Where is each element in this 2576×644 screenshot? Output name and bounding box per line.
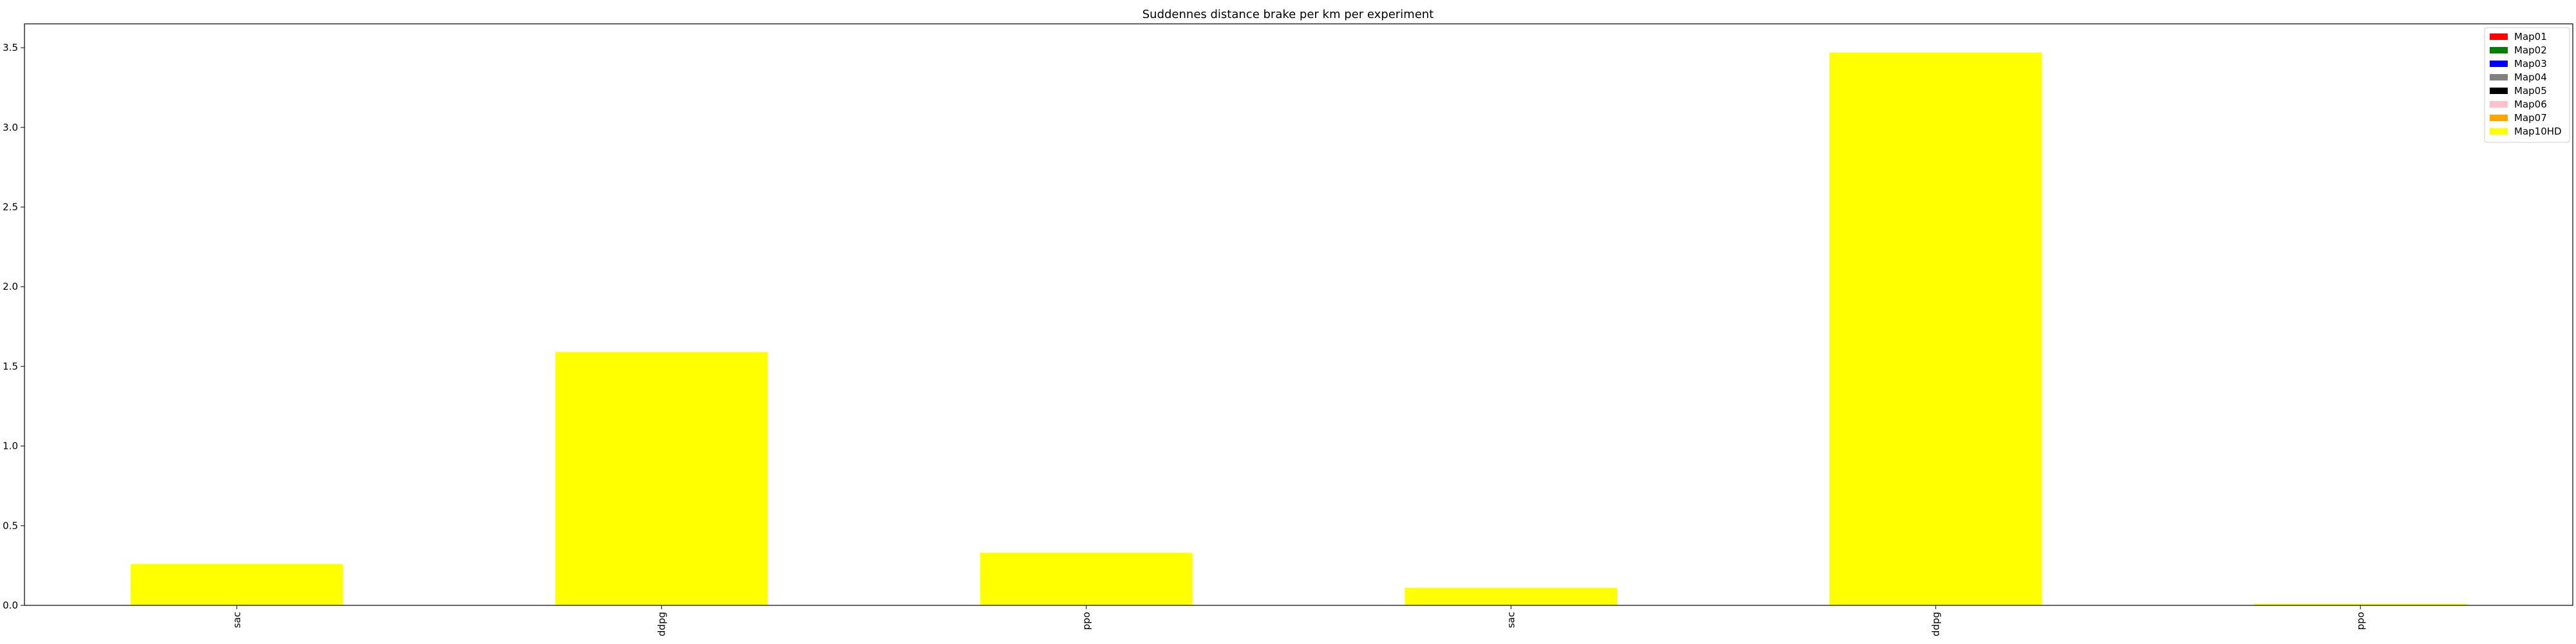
legend-label-map03: Map03 [2514, 58, 2547, 70]
legend-label-map06: Map06 [2514, 99, 2547, 110]
legend-swatch-map02 [2490, 47, 2508, 53]
bar-map10hd-0 [130, 564, 343, 605]
bars-group [130, 52, 2467, 606]
plot-frame [24, 23, 2573, 606]
legend-label-map02: Map02 [2514, 44, 2547, 56]
legend-label-map07: Map07 [2514, 112, 2547, 124]
y-tick-label: 0.5 [3, 520, 18, 531]
legend-swatch-map05 [2490, 88, 2508, 94]
bar-map10hd-4 [1829, 52, 2042, 606]
y-tick-label: 2.5 [3, 202, 18, 213]
legend-label-map01: Map01 [2514, 31, 2547, 43]
x-tick-label-sac: sac [1505, 612, 1517, 628]
y-tick-label: 3.0 [3, 122, 18, 133]
x-tick-label-ppo: ppo [2354, 612, 2366, 630]
y-tick-label: 2.0 [3, 281, 18, 292]
x-axis: sac ddpg ppo sac ddpg ppo [231, 605, 2366, 636]
legend-swatch-map04 [2490, 74, 2508, 80]
bar-map10hd-2 [980, 553, 1193, 605]
bar-map10hd-1 [555, 352, 768, 605]
y-axis: 0.0 0.5 1.0 1.5 2.0 2.5 3.0 3.5 [3, 42, 24, 611]
y-tick-label: 3.5 [3, 42, 18, 53]
legend-label-map10hd: Map10HD [2514, 126, 2562, 137]
chart-title: Suddennes distance brake per km per expe… [1142, 8, 1434, 21]
legend-label-map04: Map04 [2514, 71, 2547, 83]
legend-swatch-map03 [2490, 61, 2508, 67]
y-tick-label: 1.0 [3, 440, 18, 452]
x-tick-label-sac: sac [231, 612, 243, 628]
legend-swatch-map06 [2490, 101, 2508, 108]
legend-label-map05: Map05 [2514, 85, 2547, 97]
legend-swatch-map01 [2490, 33, 2508, 40]
legend-box [2484, 27, 2570, 143]
y-tick-label: 1.5 [3, 361, 18, 372]
legend-swatch-map07 [2490, 115, 2508, 121]
bar-map10hd-3 [1405, 587, 1618, 605]
y-tick-label: 0.0 [3, 600, 18, 611]
x-tick-label-ddpg: ddpg [656, 612, 667, 636]
bar-map10hd-5 [2254, 603, 2467, 605]
x-tick-label-ppo: ppo [1081, 612, 1092, 630]
legend-swatch-map10hd [2490, 128, 2508, 135]
x-tick-label-ddpg: ddpg [1930, 612, 1942, 636]
